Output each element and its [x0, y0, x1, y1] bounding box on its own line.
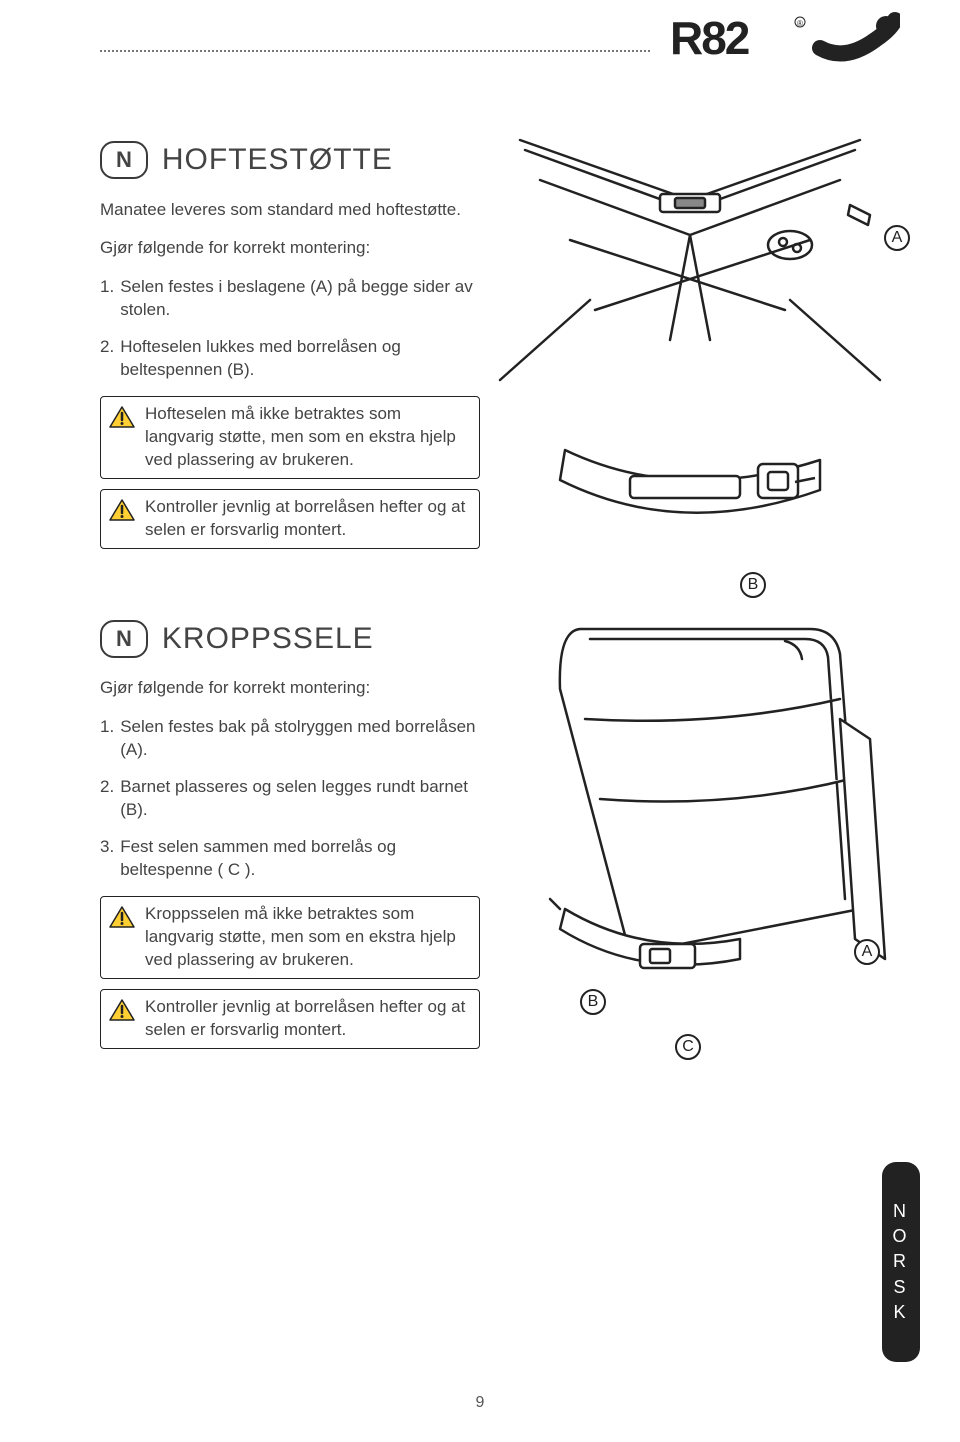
section1-pill: N [100, 141, 148, 179]
warning-icon [109, 498, 135, 522]
callout-a: A [854, 939, 880, 965]
belt-drawing [540, 420, 860, 580]
section1-title: HOFTESTØTTE [162, 140, 393, 181]
list-item: 3. Fest selen sammen med borrelås og bel… [100, 836, 480, 882]
warning-box: Kontroller jevnlig at borrelåsen hefter … [100, 989, 480, 1049]
section2-header: N KROPPSSELE [100, 619, 480, 660]
step-text: Hofteselen lukkes med borrelåsen og belt… [120, 336, 480, 382]
warning-text: Kroppsselen må ikke betraktes som langva… [145, 903, 469, 972]
section2-illustration-area: A B C [480, 619, 900, 1059]
list-item: 2. Hofteselen lukkes med borrelåsen og b… [100, 336, 480, 382]
section-kroppssele: N KROPPSSELE Gjør følgende for korrekt m… [100, 619, 900, 1059]
warning-text: Kontroller jevnlig at borrelåsen hefter … [145, 496, 469, 542]
warning-icon [109, 905, 135, 929]
side-tab-letter: S [893, 1275, 908, 1300]
top-dotted-divider [100, 50, 650, 52]
callout-b: B [740, 572, 766, 598]
brand-logo: R82 ® [670, 10, 900, 75]
side-tab-letter: R [893, 1249, 909, 1274]
section-hoftestotte: N HOFTESTØTTE Manatee leveres som standa… [100, 140, 900, 559]
step-num: 2. [100, 336, 114, 382]
warning-text: Kontroller jevnlig at borrelåsen hefter … [145, 996, 469, 1042]
section1-illustration-area: A B [480, 140, 900, 559]
side-tab-letter: O [892, 1224, 909, 1249]
step-text: Selen festes bak på stolryggen med borre… [120, 716, 480, 762]
svg-text:®: ® [797, 19, 803, 28]
svg-text:R82: R82 [670, 12, 749, 64]
callout-b: B [580, 989, 606, 1015]
step-text: Fest selen sammen med borrelås og beltes… [120, 836, 480, 882]
warning-icon [109, 405, 135, 429]
step-text: Selen festes i beslagene (A) på begge si… [120, 276, 480, 322]
side-tab-letter: K [893, 1300, 908, 1325]
section1-text: N HOFTESTØTTE Manatee leveres som standa… [100, 140, 480, 559]
warning-box: Hofteselen må ikke betraktes som langvar… [100, 396, 480, 479]
page-number: 9 [0, 1394, 960, 1412]
callout-a: A [884, 225, 910, 251]
r82-logo-svg: R82 ® [670, 10, 900, 70]
seat-back-drawing [490, 599, 890, 1099]
callout-c: C [675, 1034, 701, 1060]
list-item: 2. Barnet plasseres og selen legges rund… [100, 776, 480, 822]
step-text: Barnet plasseres og selen legges rundt b… [120, 776, 480, 822]
warning-icon [109, 998, 135, 1022]
section1-intro: Manatee leveres som standard med hoftest… [100, 199, 480, 222]
language-side-tab: N O R S K [882, 1162, 920, 1362]
step-num: 1. [100, 716, 114, 762]
section2-lead: Gjør følgende for korrekt montering: [100, 677, 480, 700]
step-num: 2. [100, 776, 114, 822]
section2-pill: N [100, 620, 148, 658]
list-item: 1. Selen festes i beslagene (A) på begge… [100, 276, 480, 322]
section2-text: N KROPPSSELE Gjør følgende for korrekt m… [100, 619, 480, 1059]
section1-lead: Gjør følgende for korrekt montering: [100, 237, 480, 260]
warning-text: Hofteselen må ikke betraktes som langvar… [145, 403, 469, 472]
warning-box: Kroppsselen må ikke betraktes som langva… [100, 896, 480, 979]
section1-header: N HOFTESTØTTE [100, 140, 480, 181]
page: R82 ® N HOFTESTØTTE Manatee leveres som … [0, 0, 960, 1442]
side-tab-letter: N [893, 1199, 909, 1224]
warning-box: Kontroller jevnlig at borrelåsen hefter … [100, 489, 480, 549]
section2-title: KROPPSSELE [162, 619, 374, 660]
step-num: 1. [100, 276, 114, 322]
list-item: 1. Selen festes bak på stolryggen med bo… [100, 716, 480, 762]
step-num: 3. [100, 836, 114, 882]
